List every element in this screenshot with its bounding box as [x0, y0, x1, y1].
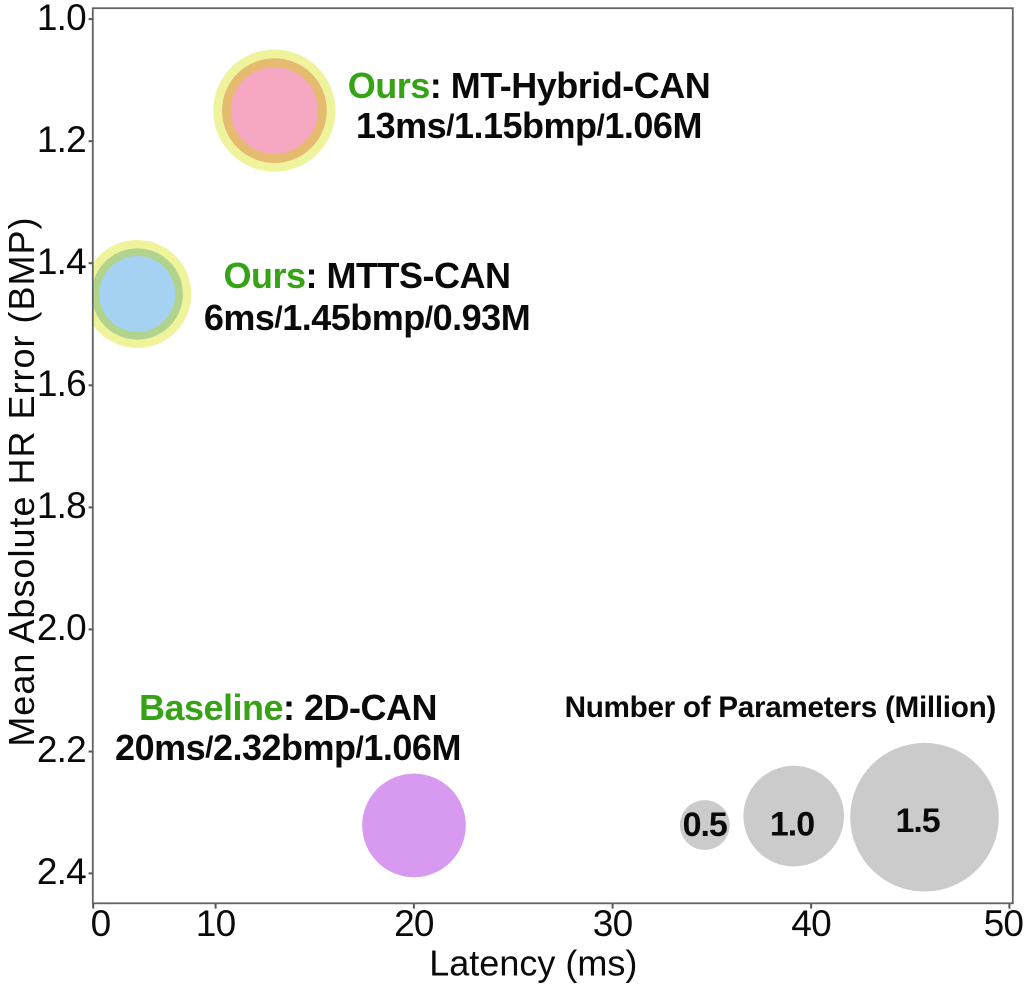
- svg-text:2.2: 2.2: [37, 729, 86, 770]
- svg-text:1.0: 1.0: [37, 0, 86, 38]
- svg-text:10: 10: [196, 903, 236, 944]
- svg-text:Ours: MTTS-CAN: Ours: MTTS-CAN: [224, 255, 511, 296]
- svg-text:1.5: 1.5: [895, 802, 939, 840]
- svg-text:2.4: 2.4: [37, 851, 86, 892]
- svg-text:40: 40: [791, 903, 831, 944]
- svg-text:Latency (ms): Latency (ms): [429, 943, 637, 984]
- svg-text:20ms/2.32bmp/1.06M: 20ms/2.32bmp/1.06M: [115, 727, 461, 768]
- svg-text:30: 30: [593, 903, 633, 944]
- svg-text:Number of Parameters (Million): Number of Parameters (Million): [565, 691, 996, 724]
- svg-text:1.6: 1.6: [37, 363, 86, 404]
- svg-text:Ours: MT-Hybrid-CAN: Ours: MT-Hybrid-CAN: [348, 65, 711, 106]
- svg-text:1.2: 1.2: [37, 119, 86, 160]
- svg-text:13ms/1.15bmp/1.06M: 13ms/1.15bmp/1.06M: [356, 105, 702, 146]
- svg-text:Baseline: 2D-CAN: Baseline: 2D-CAN: [139, 687, 437, 728]
- svg-text:1.0: 1.0: [770, 806, 814, 844]
- svg-text:0.5: 0.5: [683, 806, 727, 844]
- svg-text:1.8: 1.8: [37, 485, 86, 526]
- svg-text:6ms/1.45bmp/0.93M: 6ms/1.45bmp/0.93M: [204, 297, 530, 338]
- svg-text:2.0: 2.0: [37, 607, 86, 648]
- svg-text:1.4: 1.4: [37, 241, 86, 282]
- svg-text:Mean Absolute HR Error (BMP): Mean Absolute HR Error (BMP): [1, 217, 42, 747]
- svg-text:20: 20: [394, 903, 434, 944]
- svg-text:0: 0: [91, 903, 111, 944]
- svg-text:50: 50: [984, 903, 1024, 944]
